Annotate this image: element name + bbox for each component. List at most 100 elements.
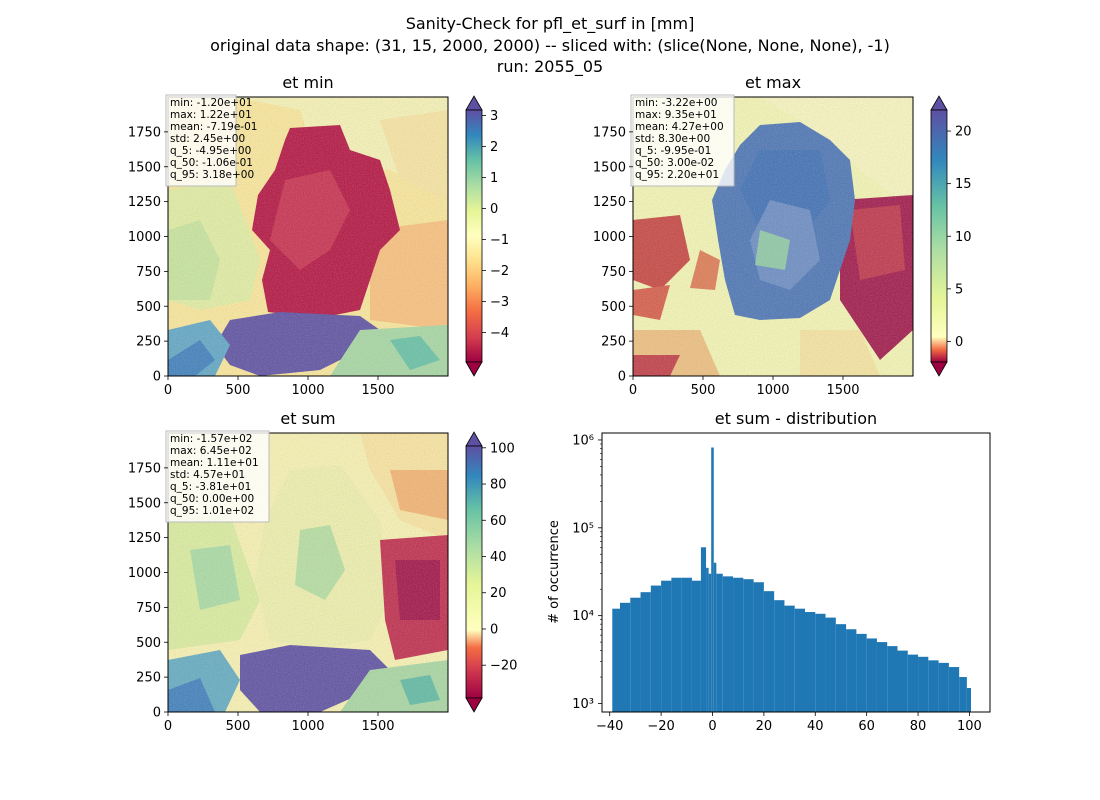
suptitle-line-1: Sanity-Check for pfl_et_surf in [mm] xyxy=(406,14,695,34)
colorbar-et-min: −4 −3 −2 −1 0 1 2 3 xyxy=(465,95,509,377)
y-tick-label: 1000 xyxy=(128,230,161,245)
histogram-bar xyxy=(846,629,857,712)
histogram-bar xyxy=(928,660,939,712)
y-tick-label: 250 xyxy=(136,335,161,350)
y-tick-label: 1500 xyxy=(128,496,161,511)
histogram-bar xyxy=(713,562,717,712)
y-axis: 0 250 500 750 1000 1250 1500 1750 xyxy=(128,461,168,721)
stat-line: q_95: 2.20e+01 xyxy=(635,169,719,181)
stat-line: std: 2.45e+00 xyxy=(170,133,245,145)
histogram-bar xyxy=(784,605,795,712)
y-tick-label: 750 xyxy=(601,265,626,280)
histogram-bar xyxy=(763,591,775,712)
y-tick-label: 1750 xyxy=(128,125,161,140)
y-tick-label: 500 xyxy=(601,300,626,315)
y-tick-label: 10⁶ xyxy=(572,433,594,448)
heatmap-et-min xyxy=(168,97,448,376)
histogram-bar xyxy=(887,646,898,712)
y-axis: 10³ 10⁴ 10⁵ 10⁶ xyxy=(572,433,602,712)
x-tick-label: 0 xyxy=(708,719,716,734)
stat-line: q_5: -9.95e-01 xyxy=(635,145,711,157)
x-tick-label: 1000 xyxy=(291,383,324,398)
histogram-bar xyxy=(681,577,692,712)
stat-line: min: -1.57e+02 xyxy=(170,433,252,445)
x-tick-label: −40 xyxy=(596,719,623,734)
y-tick-label: 1500 xyxy=(128,160,161,175)
histogram-bar xyxy=(711,447,714,712)
x-tick-label: 100 xyxy=(957,719,982,734)
x-tick-label: 20 xyxy=(756,719,773,734)
colorbar-et-max: 0 5 10 15 20 xyxy=(930,95,972,377)
histogram-bar xyxy=(743,579,754,712)
suptitle-line-3: run: 2055_05 xyxy=(497,57,603,77)
x-tick-label: 500 xyxy=(691,383,716,398)
y-tick-label: 0 xyxy=(153,370,161,385)
x-tick-label: 0 xyxy=(629,383,637,398)
histogram-bars xyxy=(612,447,971,712)
x-tick-label: 80 xyxy=(910,719,927,734)
histogram-bar xyxy=(733,577,744,712)
histogram-bar xyxy=(907,654,919,712)
colorbar-tick-label: −4 xyxy=(490,326,509,341)
panel-histogram: et sum - distribution # of occurrence −4… xyxy=(547,409,991,734)
suptitle-line-2: original data shape: (31, 15, 2000, 2000… xyxy=(210,36,890,55)
colorbar-tick-label: 0 xyxy=(955,335,963,350)
y-axis: 0 250 500 750 1000 1250 1500 1750 xyxy=(593,125,633,385)
histogram-bar xyxy=(661,580,672,712)
histogram-bar xyxy=(897,650,908,712)
panel-title: et min xyxy=(282,73,333,92)
y-tick-label: 1750 xyxy=(593,125,626,140)
histogram-bar xyxy=(716,573,723,712)
stat-line: max: 9.35e+01 xyxy=(635,109,717,121)
y-axis: 0 250 500 750 1000 1250 1500 1750 xyxy=(128,125,168,385)
y-tick-label: 1750 xyxy=(128,461,161,476)
x-tick-label: 1500 xyxy=(826,383,859,398)
colorbar-tick-label: 15 xyxy=(955,177,972,192)
stat-line: q_5: -3.81e+01 xyxy=(170,481,251,493)
x-tick-label: 60 xyxy=(858,719,875,734)
colorbar-tick-label: 60 xyxy=(490,514,507,529)
colorbar-tick-label: 3 xyxy=(490,109,498,124)
x-axis: −40 −20 0 20 40 60 80 100 xyxy=(596,712,982,734)
y-tick-label: 1250 xyxy=(128,195,161,210)
histogram-bar xyxy=(959,677,967,712)
histogram-bar xyxy=(815,613,826,712)
y-tick-label: 10⁴ xyxy=(572,609,594,624)
stat-line: q_50: 3.00e-02 xyxy=(635,157,714,169)
colorbar-tick-label: 20 xyxy=(490,586,507,601)
stats-box: min: -3.22e+00 max: 9.35e+01 mean: 4.27e… xyxy=(630,94,735,187)
y-tick-label: 750 xyxy=(136,265,161,280)
stat-line: q_5: -4.95e+00 xyxy=(170,145,251,157)
x-axis: 0 500 1000 1500 xyxy=(164,376,395,398)
stat-line: mean: -7.19e-01 xyxy=(170,121,257,133)
colorbar-tick-label: 2 xyxy=(490,140,498,155)
x-tick-label: 40 xyxy=(807,719,824,734)
histogram-bar xyxy=(966,688,971,712)
histogram-bar xyxy=(918,656,929,712)
histogram-bar xyxy=(708,573,712,712)
y-tick-label: 500 xyxy=(136,636,161,651)
y-tick-label: 1000 xyxy=(593,230,626,245)
histogram-bar xyxy=(866,638,877,712)
histogram-bar xyxy=(722,576,734,712)
colorbar-tick-label: 0 xyxy=(490,622,498,637)
histogram-bar xyxy=(825,617,836,712)
y-tick-label: 1250 xyxy=(128,531,161,546)
y-tick-label: 1000 xyxy=(128,566,161,581)
y-tick-label: 0 xyxy=(153,706,161,721)
x-axis: 0 500 1000 1500 xyxy=(164,712,395,734)
histogram-bar xyxy=(835,624,847,712)
stat-line: q_95: 3.18e+00 xyxy=(170,169,254,181)
stat-line: max: 6.45e+02 xyxy=(170,445,252,457)
histogram-bar xyxy=(650,585,662,712)
stat-line: q_50: -1.06e-01 xyxy=(170,157,253,169)
panel-et-sum: et sum min: -1.57e+02 max: 6.45e+02 mean… xyxy=(128,409,518,734)
histogram-bar xyxy=(774,600,785,712)
colorbar-tick-label: 0 xyxy=(490,202,498,217)
axes-frame xyxy=(601,432,991,713)
histogram-bar xyxy=(612,608,620,712)
y-tick-label: 250 xyxy=(601,335,626,350)
colorbar-tick-label: 5 xyxy=(955,282,963,297)
colorbar-tick-label: −2 xyxy=(490,264,509,279)
